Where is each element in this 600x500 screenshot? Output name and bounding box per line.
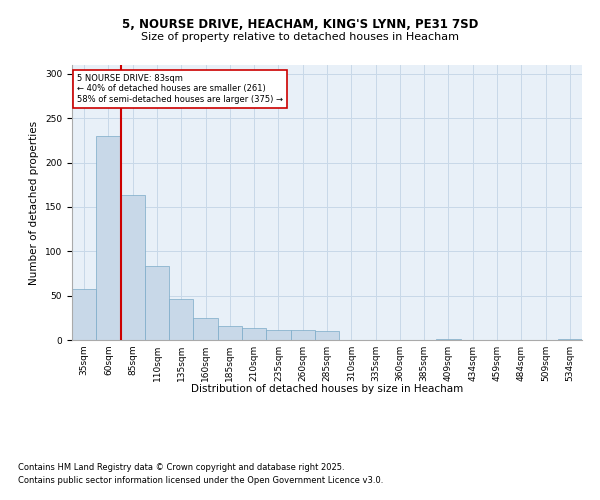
- Text: 5, NOURSE DRIVE, HEACHAM, KING'S LYNN, PE31 7SD: 5, NOURSE DRIVE, HEACHAM, KING'S LYNN, P…: [122, 18, 478, 30]
- Bar: [193, 318, 218, 340]
- Bar: [290, 330, 315, 340]
- Bar: [315, 331, 339, 340]
- Bar: [169, 299, 193, 340]
- Text: Contains public sector information licensed under the Open Government Licence v3: Contains public sector information licen…: [18, 476, 383, 485]
- Text: Contains HM Land Registry data © Crown copyright and database right 2025.: Contains HM Land Registry data © Crown c…: [18, 464, 344, 472]
- X-axis label: Distribution of detached houses by size in Heacham: Distribution of detached houses by size …: [191, 384, 463, 394]
- Text: Size of property relative to detached houses in Heacham: Size of property relative to detached ho…: [141, 32, 459, 42]
- Bar: [218, 326, 242, 340]
- Bar: [145, 266, 169, 340]
- Bar: [266, 330, 290, 340]
- Bar: [558, 339, 582, 340]
- Bar: [436, 339, 461, 340]
- Bar: [72, 288, 96, 340]
- Y-axis label: Number of detached properties: Number of detached properties: [29, 120, 40, 284]
- Bar: [96, 136, 121, 340]
- Bar: [121, 196, 145, 340]
- Bar: [242, 328, 266, 340]
- Text: 5 NOURSE DRIVE: 83sqm
← 40% of detached houses are smaller (261)
58% of semi-det: 5 NOURSE DRIVE: 83sqm ← 40% of detached …: [77, 74, 283, 104]
